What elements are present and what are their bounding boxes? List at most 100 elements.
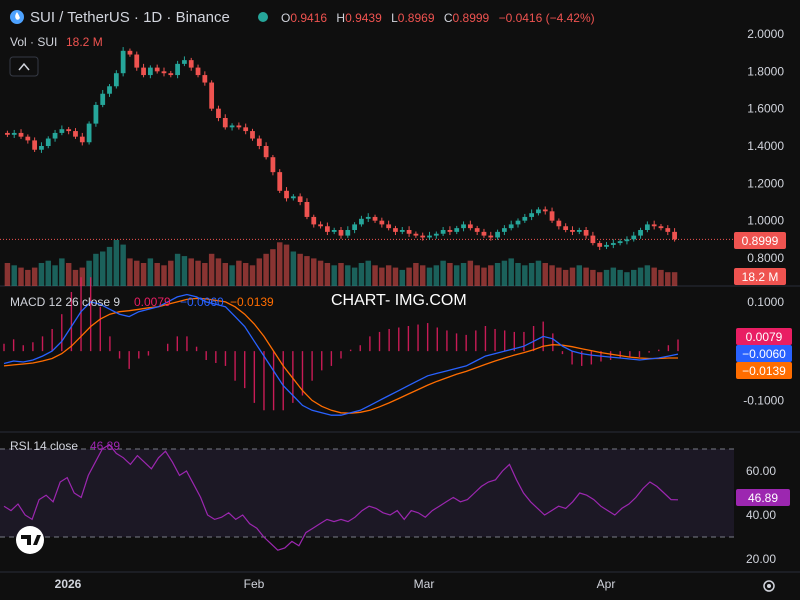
volume-bar: [413, 263, 419, 286]
rsi-badge-text: 46.89: [748, 491, 778, 505]
macd-axis-tick: 0.1000: [747, 295, 784, 309]
volume-bar: [154, 263, 160, 286]
candle-body: [345, 230, 351, 236]
candle-body: [270, 157, 276, 173]
candle-body: [195, 67, 201, 76]
volume-bar: [562, 269, 569, 286]
volume-bar: [31, 267, 38, 286]
candle-body: [386, 224, 392, 229]
volume-bar: [140, 263, 147, 286]
volume-bar: [168, 260, 174, 286]
candle-body: [433, 233, 439, 236]
candle-body: [311, 216, 317, 225]
volume-bar: [127, 258, 133, 286]
candle-body: [229, 125, 235, 128]
candle-body: [154, 67, 160, 72]
last-price-badge: [734, 232, 786, 249]
candle-body: [222, 118, 228, 128]
volume-bar: [345, 265, 351, 286]
candle-body: [556, 220, 562, 227]
volume-bar: [385, 265, 392, 286]
settings-icon[interactable]: [763, 580, 775, 592]
time-axis-tick: Apr: [597, 577, 616, 591]
candle-body: [290, 196, 296, 199]
candle-body: [610, 243, 616, 245]
symbol-title[interactable]: SUI / TetherUS · 1D · Binance: [30, 9, 230, 26]
volume-bar: [433, 265, 440, 286]
volume-bar: [528, 263, 535, 286]
volume-bar: [215, 258, 222, 286]
volume-bar: [270, 249, 276, 286]
chevron-up-icon: [18, 62, 30, 71]
collapse-button[interactable]: [9, 56, 39, 77]
volume-bar: [134, 260, 140, 286]
volume-bar: [283, 244, 290, 286]
volume-bar: [256, 258, 263, 286]
volume-bar: [72, 269, 79, 286]
ohlc-readout: O0.9416 H0.9439 L0.8969 C0.8999 −0.0416 …: [281, 11, 595, 25]
tradingview-logo: [16, 526, 44, 554]
volume-bar: [263, 253, 269, 286]
rsi-legend-value: 46.89: [90, 439, 120, 453]
candle-body: [644, 224, 650, 230]
volume-bar: [460, 263, 467, 286]
candle-body: [665, 228, 671, 232]
macd-hist-badge: [736, 328, 792, 345]
candle-body: [304, 202, 310, 217]
candle-body: [325, 226, 330, 232]
volume-bar: [106, 246, 113, 286]
volume-bar: [25, 269, 31, 286]
candle-body: [672, 231, 677, 240]
candle-body: [372, 216, 378, 221]
volume-bar: [406, 267, 412, 286]
volume-bar: [249, 265, 256, 286]
candle-body: [182, 60, 187, 64]
candle-body: [113, 73, 119, 87]
candle-body: [542, 209, 548, 212]
volume-bar: [45, 260, 51, 286]
candle-body: [420, 235, 426, 238]
price-axis-tick: 1.8000: [747, 64, 784, 78]
candle-body: [359, 218, 364, 225]
candle-body: [120, 50, 126, 74]
candle-body: [175, 63, 180, 76]
volume-bar: [542, 263, 548, 286]
volume-bar: [86, 260, 92, 286]
open-label: O: [281, 11, 290, 25]
candle-body: [73, 131, 78, 137]
volume-bar: [311, 258, 317, 286]
volume-bar: [481, 267, 487, 286]
candle-body: [100, 93, 106, 105]
candle-body: [522, 216, 528, 221]
candle-body: [638, 230, 643, 236]
candle-body: [658, 226, 664, 229]
volume-bar: [419, 265, 426, 286]
volume-bar: [18, 267, 24, 286]
volume-bar: [208, 253, 215, 286]
candle-body: [447, 230, 453, 232]
tradingview-logo-icon: [21, 535, 41, 545]
volume-bar: [188, 258, 194, 286]
candle-body: [147, 67, 153, 76]
candle-body: [590, 235, 596, 244]
rsi-band-fill: [0, 449, 734, 537]
volume-bar: [222, 263, 228, 286]
volume-bar: [658, 269, 664, 286]
macd-legend-signal: −0.0139: [230, 295, 274, 309]
candle-body: [66, 129, 72, 132]
macd-line-badge-text: −0.0060: [742, 347, 786, 361]
volume-bar: [113, 240, 120, 286]
candle-body: [277, 172, 283, 191]
volume-bar: [93, 253, 99, 286]
high-label: H: [336, 11, 345, 25]
candle-body: [624, 239, 630, 242]
volume-bar: [576, 265, 583, 286]
volume-bar: [324, 263, 331, 286]
candle-body: [365, 216, 371, 219]
volume-bar: [637, 267, 644, 286]
candle-body: [243, 127, 249, 132]
candle-body: [406, 230, 412, 234]
volume-bar: [610, 267, 617, 286]
candle-body: [570, 230, 575, 232]
candle-body: [11, 132, 17, 135]
